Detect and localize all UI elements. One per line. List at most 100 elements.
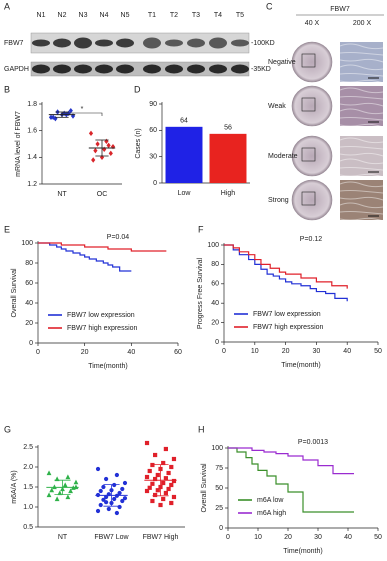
point [163,490,168,496]
bar [209,133,247,183]
point [163,476,168,481]
y-tick-label: 100 [211,445,223,452]
point [155,488,160,493]
x-tick-label: 10 [251,348,259,355]
point [95,508,101,514]
texture [339,87,384,94]
y-tick-label: 1.6 [27,128,37,135]
lane-label: T5 [236,12,244,19]
x-tick-label: Low [178,190,192,197]
point [153,452,158,458]
point [147,485,152,490]
legend-label: FBW7 low expression [67,312,135,319]
point [46,470,52,476]
point [144,474,150,480]
lane-label: N5 [121,12,130,19]
y-tick-label: 0 [153,180,157,187]
x-tick-label: NT [58,534,68,541]
x-tick-label: 0 [222,348,226,355]
y-tick-label: 2.5 [23,444,33,451]
band [187,64,205,74]
texture [339,64,384,71]
y-tick-label: 100 [21,240,33,247]
magnification: 40 X [305,20,320,27]
point [163,446,168,452]
point [104,500,109,505]
y-tick-label: 1.4 [27,154,37,161]
p-value: P=0.04 [107,234,129,241]
band [53,64,71,74]
point [93,147,98,154]
texture [339,58,384,63]
zoom-box [301,53,316,68]
x-tick-label: 40 [343,348,351,355]
x-axis-label: Time(month) [283,548,322,555]
y-tick-label: 20 [25,320,33,327]
marker-label: -100KD [251,40,275,47]
point [171,478,177,484]
micrograph [340,180,383,220]
y-axis-label: Cases (n) [135,128,142,158]
lane-label: T1 [148,12,156,19]
y-tick-label: 0 [215,339,219,346]
bar [165,126,203,183]
tissue-core [291,41,333,83]
y-axis-label: Overall Survival [201,463,208,512]
y-tick-label: 80 [211,261,219,268]
point [169,464,174,470]
y-tick-label: 60 [211,281,219,288]
point [144,440,150,446]
texture [339,158,384,165]
point [73,484,79,490]
tissue-core [291,135,333,177]
point [101,497,106,502]
point [108,150,113,157]
y-tick-label: 1.8 [27,101,37,108]
x-tick-label: 20 [81,349,89,356]
x-tick-label: 30 [313,348,321,355]
survival-curve [38,242,167,252]
band [209,64,227,74]
band [209,37,227,49]
band [74,64,92,74]
point [102,146,107,153]
x-tick-label: FBW7 Low [94,534,129,541]
y-tick-label: 40 [25,300,33,307]
y-axis-label: Progress Free Survival [197,257,204,329]
lane-label: T2 [170,12,178,19]
point [144,488,150,494]
grade-label: Moderate [268,153,298,160]
panel-label: E [4,224,10,234]
point [120,498,125,504]
point [114,472,119,478]
point [120,486,125,492]
x-tick-label: 10 [254,534,262,541]
point [150,498,155,504]
significance-bracket [61,112,103,116]
y-tick-label: 20 [211,319,219,326]
value-label: 56 [224,125,232,132]
lane-label: T4 [214,12,222,19]
y-tick-label: 25 [215,505,223,512]
texture [339,52,384,56]
x-tick-label: 0 [226,534,230,541]
y-tick-label: 30 [149,154,157,161]
survival-curve [228,447,354,513]
y-tick-label: 75 [215,465,223,472]
point [166,470,171,476]
panel-label: C [266,1,273,11]
tissue-core [291,179,333,221]
band [165,64,183,74]
point [112,496,117,502]
panel-label: G [4,424,11,434]
value-label: 64 [180,118,188,125]
panel-label: D [134,84,141,94]
x-tick-label: 20 [282,348,290,355]
zoom-box [301,191,316,206]
band [74,37,92,49]
point [153,476,158,482]
point [169,482,174,488]
y-tick-label: 60 [25,280,33,287]
point [49,487,55,493]
